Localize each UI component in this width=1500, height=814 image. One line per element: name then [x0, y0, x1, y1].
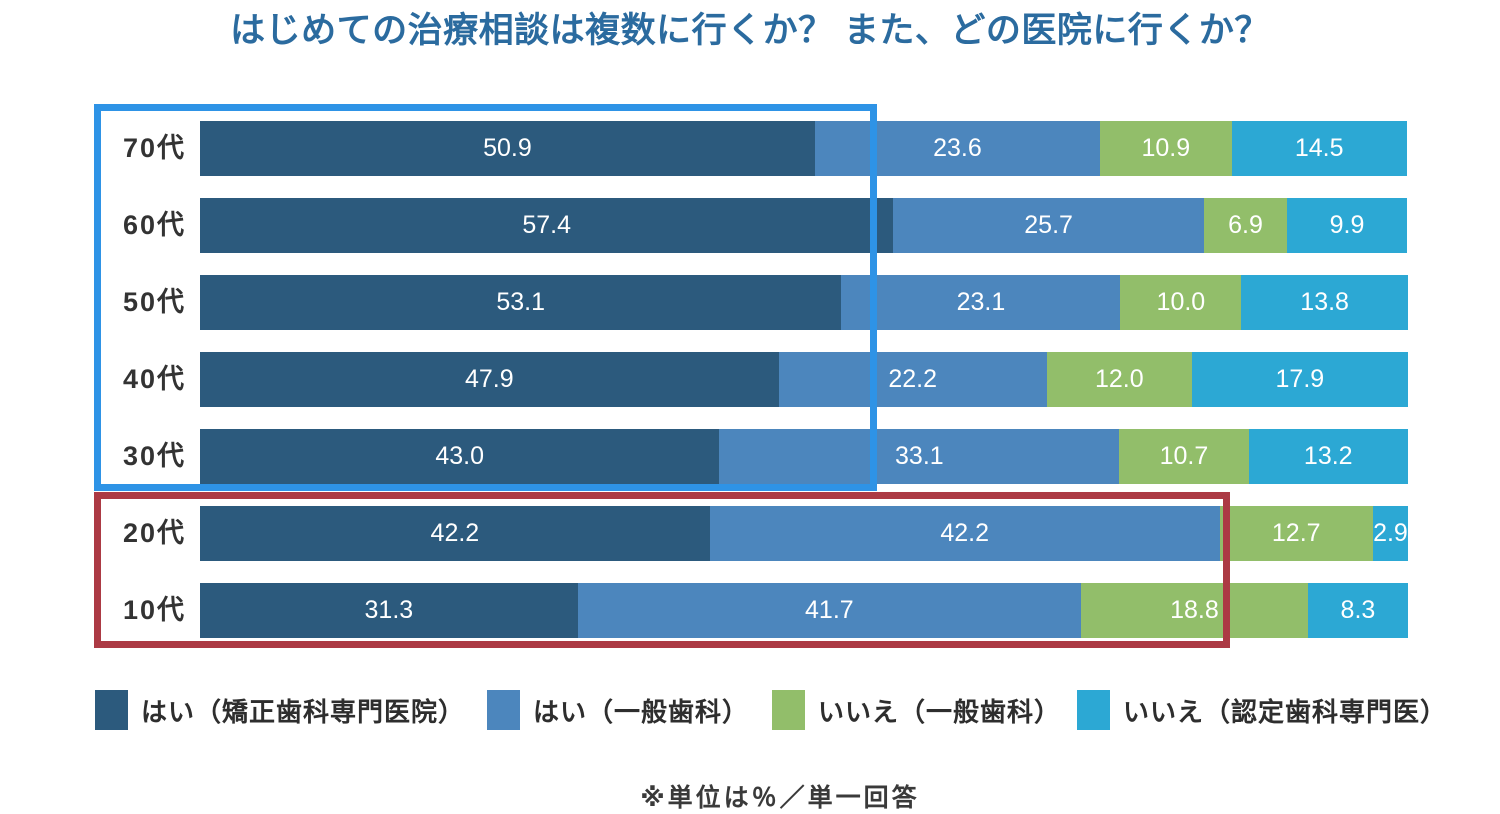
category-label: 40代 — [122, 364, 186, 394]
chart-row: 70代 50.9 23.6 10.9 14.5 — [90, 121, 1420, 176]
bar-segment: 10.7 — [1119, 429, 1249, 484]
legend: はい（矯正歯科専門医院） はい（一般歯科） いいえ（一般歯科） いいえ（認定歯科専門医… — [0, 690, 1500, 736]
bar-segment: 57.4 — [200, 198, 894, 253]
bar-segment: 50.9 — [200, 121, 815, 176]
bar-segment: 22.2 — [778, 352, 1047, 407]
bar-segment: 14.5 — [1231, 121, 1407, 176]
bar-stack: 47.9 22.2 12.0 17.9 — [200, 352, 1408, 407]
category-label: 30代 — [122, 441, 186, 471]
bar-segment: 12.7 — [1219, 506, 1373, 561]
chart-row: 20代 42.2 42.2 12.7 2.9 — [90, 506, 1420, 561]
bar-segment: 13.8 — [1241, 275, 1408, 330]
legend-swatch — [487, 690, 520, 730]
legend-label: いいえ（認定歯科専門医） — [1123, 696, 1448, 727]
bar-segment: 42.2 — [709, 506, 1220, 561]
chart-title: はじめての治療相談は複数に行くか？ また、どの医院に行くか？ — [230, 11, 1270, 50]
legend-swatch — [95, 690, 128, 730]
bar-segment: 2.9 — [1372, 506, 1408, 561]
bar-segment: 18.8 — [1080, 583, 1308, 638]
bar-segment: 43.0 — [200, 429, 720, 484]
legend-swatch — [1077, 690, 1110, 730]
bar-segment: 42.2 — [200, 506, 710, 561]
chart-row: 10代 31.3 41.7 18.8 8.3 — [90, 583, 1420, 638]
category-label: 50代 — [122, 287, 186, 317]
bar-segment: 8.3 — [1307, 583, 1409, 638]
legend-item: はい（矯正歯科専門医院） — [95, 690, 465, 730]
category-label: 70代 — [122, 133, 186, 163]
legend-label: はい（一般歯科） — [533, 696, 750, 727]
footnote: ※単位は％／単一回答 — [640, 784, 920, 812]
bar-segment: 41.7 — [577, 583, 1081, 638]
bar-segment: 23.1 — [841, 275, 1121, 330]
legend-item: はい（一般歯科） — [487, 690, 749, 730]
bar-segment: 25.7 — [893, 198, 1204, 253]
category-label: 10代 — [122, 595, 186, 625]
bar-segment: 9.9 — [1287, 198, 1407, 253]
bar-segment: 31.3 — [200, 583, 578, 638]
bar-stack: 50.9 23.6 10.9 14.5 — [200, 121, 1408, 176]
bar-segment: 17.9 — [1191, 352, 1408, 407]
legend-item: いいえ（一般歯科） — [772, 690, 1061, 730]
bar-stack: 57.4 25.7 6.9 9.9 — [200, 198, 1408, 253]
bar-segment: 10.9 — [1099, 121, 1232, 176]
category-label: 20代 — [122, 518, 186, 548]
chart-row: 30代 43.0 33.1 10.7 13.2 — [90, 429, 1420, 484]
legend-item: いいえ（認定歯科専門医） — [1077, 690, 1447, 730]
bar-segment: 12.0 — [1046, 352, 1192, 407]
bar-stack: 53.1 23.1 10.0 13.8 — [200, 275, 1408, 330]
bar-segment: 23.6 — [814, 121, 1100, 176]
chart-row: 50代 53.1 23.1 10.0 13.8 — [90, 275, 1420, 330]
chart-row: 40代 47.9 22.2 12.0 17.9 — [90, 352, 1420, 407]
bar-segment: 53.1 — [200, 275, 842, 330]
legend-swatch — [772, 690, 805, 730]
chart-rows: 70代 50.9 23.6 10.9 14.5 60代 57.4 25.7 6.9 9.9 50代 5… — [90, 121, 1420, 641]
bar-stack: 31.3 41.7 18.8 8.3 — [200, 583, 1409, 638]
bar-segment: 47.9 — [200, 352, 779, 407]
bar-stack: 42.2 42.2 12.7 2.9 — [200, 506, 1408, 561]
bar-stack: 43.0 33.1 10.7 13.2 — [200, 429, 1408, 484]
legend-label: いいえ（一般歯科） — [818, 696, 1062, 727]
legend-label: はい（矯正歯科専門医院） — [141, 696, 466, 727]
bar-segment: 6.9 — [1203, 198, 1288, 253]
bar-segment: 10.0 — [1120, 275, 1242, 330]
category-label: 60代 — [122, 210, 186, 240]
bar-segment: 33.1 — [719, 429, 1120, 484]
bar-segment: 13.2 — [1248, 429, 1408, 484]
chart-row: 60代 57.4 25.7 6.9 9.9 — [90, 198, 1420, 253]
